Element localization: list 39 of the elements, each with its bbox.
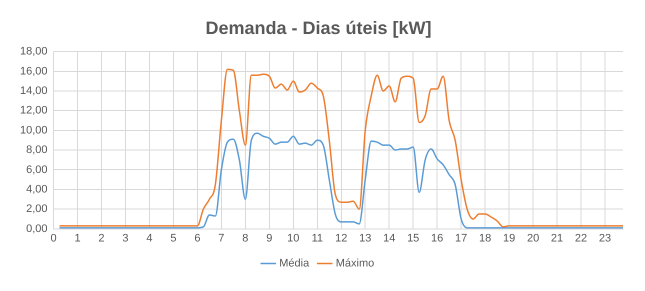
x-tick-label: 17 — [455, 232, 468, 244]
x-tick-label: 4 — [146, 232, 152, 244]
x-tick-label: 8 — [242, 232, 248, 244]
x-tick-label: 11 — [312, 232, 323, 244]
x-tick-label: 7 — [218, 232, 224, 244]
y-tick-label: 12,00 — [20, 104, 48, 117]
x-tick-label: 13 — [359, 232, 372, 244]
line-series — [58, 68, 623, 228]
y-tick-label: 2,00 — [26, 203, 48, 216]
legend-label: Máximo — [336, 258, 374, 270]
x-tick-label: 5 — [170, 232, 176, 244]
x-tick-label: 22 — [574, 232, 588, 244]
x-tick-label: 9 — [266, 232, 272, 244]
y-tick-label: 0,00 — [26, 222, 48, 235]
x-tick-label: 14 — [383, 232, 396, 244]
x-tick-label: 21 — [550, 232, 564, 244]
y-tick-label: 16,00 — [20, 65, 48, 78]
x-tick-label: 1 — [74, 232, 81, 244]
chart-title: Demanda - Dias úteis [kW] — [205, 18, 432, 38]
y-tick-label: 14,00 — [20, 85, 48, 98]
x-tick-label: 10 — [287, 232, 300, 244]
y-tick-label: 6,00 — [26, 164, 48, 176]
x-tick-label: 6 — [194, 232, 200, 244]
y-tick-label: 4,00 — [26, 183, 48, 196]
x-tick-label: 18 — [479, 232, 492, 244]
x-tick-label: 23 — [598, 232, 612, 244]
x-tick-label: 15 — [407, 232, 420, 244]
x-tick-label: 19 — [502, 232, 516, 244]
y-tick-label: 8,00 — [26, 144, 48, 156]
x-tick-label: 2 — [98, 232, 105, 244]
x-tick-label: 20 — [526, 232, 540, 244]
legend-label: Média — [279, 258, 310, 270]
x-tick-label: 3 — [122, 232, 129, 244]
line-series — [58, 132, 623, 229]
x-tick-label: 12 — [335, 232, 348, 244]
y-tick-label: 18,00 — [20, 46, 48, 58]
x-tick-label: 16 — [431, 232, 444, 244]
x-tick-label: 0 — [50, 232, 57, 244]
y-tick-label: 10,00 — [20, 124, 48, 136]
